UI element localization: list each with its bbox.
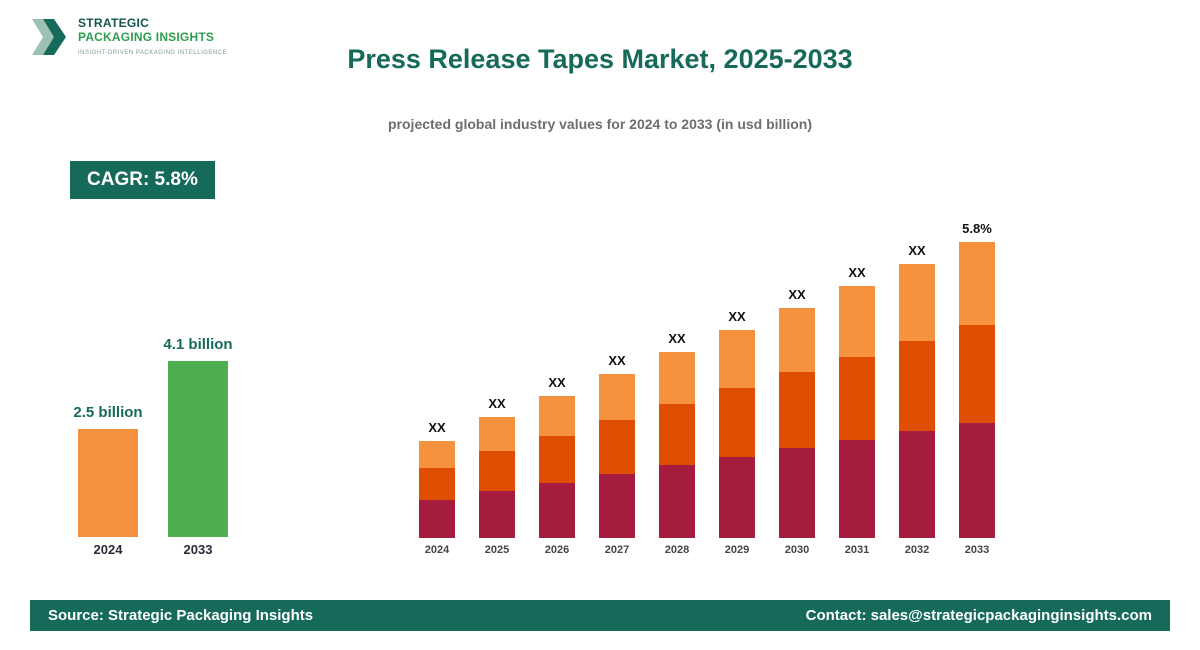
bar-segment-top: [959, 242, 995, 325]
stacked-bar-value-label: XX: [548, 375, 566, 390]
growth-chart: 2.5 billion 2024 4.1 billion 2033: [73, 320, 232, 557]
bar-segment-top: [839, 286, 875, 357]
bar-segment-middle: [479, 451, 515, 491]
stacked-bar-value-label: XX: [848, 265, 866, 280]
stacked-bar-value-label: XX: [728, 309, 746, 324]
page-title: Press Release Tapes Market, 2025-2033: [347, 44, 853, 74]
bar-segment-bottom: [899, 431, 935, 538]
bar-segment-middle: [779, 372, 815, 448]
stacked-bar-column: XX 2026: [539, 375, 575, 556]
stacked-bar-value-label: XX: [908, 243, 926, 258]
growth-bar-column: 4.1 billion 2033: [163, 336, 232, 557]
stacked-bar: [719, 330, 755, 538]
stacked-bar-value-label: XX: [488, 396, 506, 411]
bar-segment-middle: [539, 436, 575, 483]
stacked-bar-column: 5.8% 2033: [959, 221, 995, 556]
footer-source: Source: Strategic Packaging Insights: [48, 607, 314, 624]
stacked-bar: [899, 264, 935, 538]
growth-bar-column: 2.5 billion 2024: [73, 404, 142, 557]
stacked-bar-year-label: 2031: [844, 544, 870, 556]
stacked-bar-year-label: 2033: [964, 544, 990, 556]
bar-segment-middle: [599, 420, 635, 474]
bar-segment-top: [659, 352, 695, 404]
stacked-bar-column: XX 2030: [779, 287, 815, 556]
logo-line1: STRATEGIC: [78, 16, 150, 30]
bar-segment-middle: [419, 468, 455, 500]
bar-segment-bottom: [959, 423, 995, 538]
stacked-bar: [599, 374, 635, 538]
logo: STRATEGIC PACKAGING INSIGHTS INSIGHT-DRI…: [30, 14, 227, 60]
stacked-bar: [539, 396, 575, 538]
stacked-bar: [839, 286, 875, 538]
stacked-bar: [779, 308, 815, 538]
bar-segment-bottom: [719, 457, 755, 538]
stacked-bar-value-label: XX: [788, 287, 806, 302]
bar-segment-bottom: [539, 483, 575, 538]
bar-segment-middle: [959, 325, 995, 423]
bar-segment-top: [479, 417, 515, 451]
stacked-bar-year-label: 2025: [484, 544, 510, 556]
stacked-bar-column: XX 2025: [479, 396, 515, 556]
bar-segment-top: [779, 308, 815, 372]
stacked-bar: [659, 352, 695, 538]
growth-bar-year-label: 2033: [183, 542, 213, 557]
stacked-bar-year-label: 2027: [604, 544, 630, 556]
footer-bar: Source: Strategic Packaging Insights Con…: [30, 600, 1170, 631]
bar-segment-bottom: [419, 500, 455, 538]
growth-bar-year-label: 2024: [93, 542, 123, 557]
cagr-badge: CAGR: 5.8%: [70, 161, 215, 199]
stacked-bar-column: XX 2024: [419, 420, 455, 556]
logo-line2: PACKAGING INSIGHTS: [78, 29, 215, 44]
stacked-bar-year-label: 2030: [784, 544, 810, 556]
bar-segment-bottom: [659, 465, 695, 538]
bar-segment-bottom: [779, 448, 815, 538]
logo-tagline: INSIGHT-DRIVEN PACKAGING INTELLIGENCE: [78, 49, 228, 56]
bar-segment-top: [419, 441, 455, 468]
stacked-bar-column: XX 2031: [839, 265, 875, 556]
stacked-bar-year-label: 2029: [724, 544, 750, 556]
bar-segment-bottom: [479, 491, 515, 538]
stacked-bar: [479, 417, 515, 538]
stacked-bar-column: XX 2027: [599, 353, 635, 556]
stacked-bar-year-label: 2024: [424, 544, 450, 556]
bar-segment-middle: [719, 388, 755, 457]
stacked-bar: [419, 441, 455, 538]
growth-bar: [168, 361, 228, 537]
growth-bar-value-label: 4.1 billion: [163, 336, 233, 353]
logo-chevron-icon: [32, 19, 66, 55]
stacked-bar-value-label: XX: [668, 331, 686, 346]
bar-segment-bottom: [599, 474, 635, 538]
bar-segment-top: [599, 374, 635, 420]
bar-segment-top: [719, 330, 755, 388]
stacked-bar-value-label: 5.8%: [962, 221, 992, 236]
footer-contact: Contact: sales@strategicpackaginginsight…: [805, 607, 1152, 624]
stacked-bar-year-label: 2028: [664, 544, 690, 556]
stacked-bar-year-label: 2026: [544, 544, 570, 556]
logo-text: STRATEGIC PACKAGING INSIGHTS INSIGHT-DRI…: [78, 14, 227, 56]
page-subtitle: projected global industry values for 202…: [388, 116, 812, 132]
bar-segment-top: [899, 264, 935, 341]
bar-segment-middle: [839, 357, 875, 440]
bar-segment-top: [539, 396, 575, 436]
bar-segment-middle: [899, 341, 935, 431]
stacked-bar: [959, 242, 995, 538]
bar-segment-middle: [659, 404, 695, 465]
stacked-chart: XX 2024 XX 2025 XX 2026 XX 2027 XX 2028 XX 2029 XX 20…: [419, 205, 995, 556]
stacked-bar-year-label: 2032: [904, 544, 930, 556]
stacked-bar-value-label: XX: [608, 353, 626, 368]
stacked-bar-column: XX 2028: [659, 331, 695, 556]
growth-bar: [78, 429, 138, 537]
bar-segment-bottom: [839, 440, 875, 538]
stacked-bar-column: XX 2032: [899, 243, 935, 556]
growth-bar-value-label: 2.5 billion: [73, 404, 143, 421]
stacked-bar-value-label: XX: [428, 420, 446, 435]
stacked-bar-column: XX 2029: [719, 309, 755, 556]
